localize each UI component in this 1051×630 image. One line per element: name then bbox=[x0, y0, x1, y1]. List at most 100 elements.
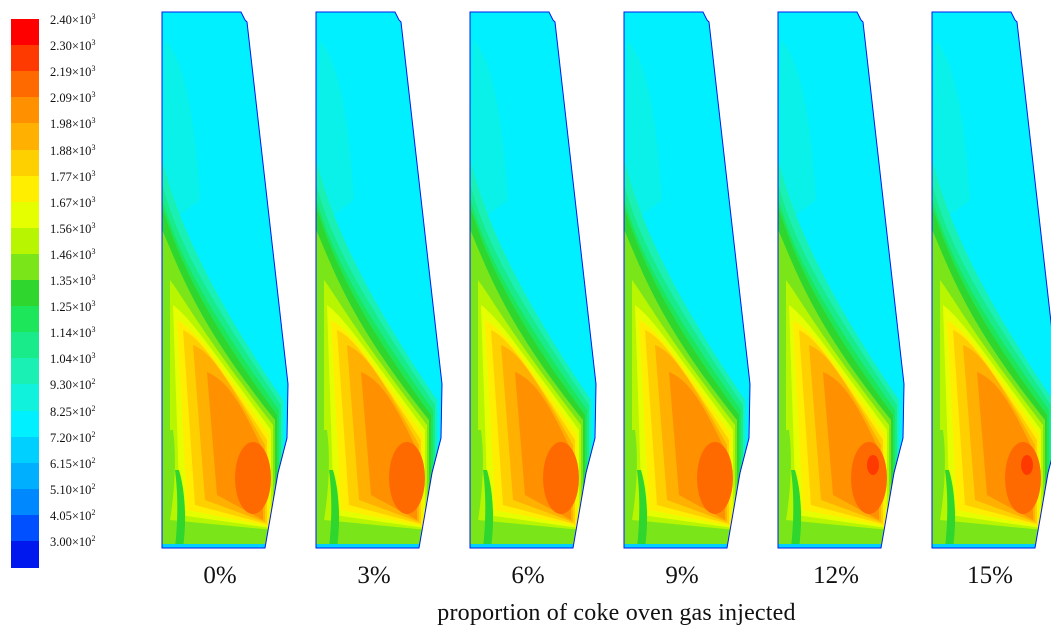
legend-exponent: 2 bbox=[91, 507, 96, 517]
hot-spot bbox=[1021, 455, 1033, 475]
panel-caption: 9% bbox=[665, 562, 699, 589]
legend-swatch bbox=[11, 19, 39, 46]
legend-swatch bbox=[11, 227, 39, 255]
hot-core bbox=[389, 442, 425, 514]
hot-core bbox=[235, 442, 271, 514]
legend-times-ten: ×10 bbox=[71, 13, 92, 27]
legend-times-ten: ×10 bbox=[71, 378, 92, 393]
legend-mantissa: 1.46 bbox=[50, 247, 72, 262]
legend-label: 5.10×102 bbox=[50, 480, 95, 497]
bottom-edge bbox=[932, 544, 1040, 548]
legend-mantissa: 4.05 bbox=[50, 508, 72, 523]
legend-swatch bbox=[11, 436, 39, 464]
legend-label: 3.00×102 bbox=[50, 532, 95, 549]
legend-mantissa: 1.56 bbox=[50, 221, 72, 236]
legend-mantissa: 1.35 bbox=[50, 274, 72, 288]
legend-label: 4.05×102 bbox=[50, 506, 95, 523]
hot-core bbox=[1005, 442, 1041, 514]
field-patch bbox=[932, 40, 970, 230]
legend-exponent: 3 bbox=[91, 116, 96, 126]
legend-swatch bbox=[11, 149, 39, 177]
legend-label: 2.19×103 bbox=[50, 62, 95, 79]
legend-mantissa: 2.19 bbox=[50, 65, 72, 80]
panel-caption: 6% bbox=[511, 562, 545, 589]
legend-mantissa: 1.25 bbox=[50, 300, 72, 315]
legend-times-ten: ×10 bbox=[71, 169, 92, 184]
legend-label: 1.98×103 bbox=[50, 114, 95, 131]
legend-exponent: 2 bbox=[91, 377, 96, 387]
legend-swatch bbox=[11, 488, 39, 516]
legend-mantissa: 6.15 bbox=[50, 456, 72, 471]
legend-mantissa: 1.04 bbox=[50, 352, 72, 367]
legend-label: 1.88×103 bbox=[50, 141, 95, 158]
legend-label: 2.40×103 bbox=[50, 10, 95, 27]
panel-outline bbox=[161, 11, 289, 549]
legend-times-ten: ×10 bbox=[71, 91, 92, 106]
legend-exponent: 3 bbox=[91, 90, 96, 100]
bottom-edge bbox=[778, 544, 886, 548]
legend-label: 8.25×102 bbox=[50, 402, 95, 419]
bottom-edge bbox=[162, 544, 270, 548]
contour-panel bbox=[162, 12, 288, 548]
panel-outline bbox=[777, 11, 905, 549]
legend-mantissa: 1.88 bbox=[50, 143, 72, 158]
legend-swatch bbox=[11, 201, 39, 229]
contour-panel bbox=[316, 12, 442, 548]
legend-times-ten: ×10 bbox=[71, 430, 92, 445]
legend-swatch bbox=[11, 97, 39, 124]
legend-mantissa: 7.20 bbox=[50, 430, 72, 445]
legend-exponent: 3 bbox=[91, 142, 96, 152]
legend-label: 2.30×103 bbox=[50, 36, 95, 53]
legend-times-ten: ×10 bbox=[71, 535, 92, 549]
contour-tongue bbox=[483, 470, 494, 548]
legend-times-ten: ×10 bbox=[71, 247, 92, 262]
contour-tongue bbox=[778, 430, 791, 548]
legend-exponent: 3 bbox=[91, 325, 96, 335]
legend-times-ten: ×10 bbox=[71, 117, 92, 132]
legend-exponent: 3 bbox=[91, 220, 96, 230]
contour-tongue bbox=[637, 470, 648, 548]
legend-mantissa: 1.67 bbox=[50, 195, 72, 210]
bottom-edge bbox=[470, 544, 578, 548]
panel-caption: 0% bbox=[203, 562, 237, 589]
legend-exponent: 2 bbox=[91, 429, 96, 439]
panel-outline bbox=[469, 11, 597, 549]
legend-times-ten: ×10 bbox=[71, 274, 92, 288]
legend-label: 6.15×102 bbox=[50, 454, 95, 471]
panel-caption: 12% bbox=[813, 562, 859, 589]
legend-label: 1.56×103 bbox=[50, 219, 95, 236]
contour-tongue bbox=[945, 470, 956, 548]
legend-exponent: 3 bbox=[91, 246, 96, 256]
legend-swatch bbox=[11, 175, 39, 203]
legend-label: 9.30×102 bbox=[50, 375, 95, 392]
hot-spot bbox=[867, 455, 879, 475]
contour-tongue bbox=[932, 430, 945, 548]
field-patch bbox=[624, 40, 662, 230]
legend-exponent: 3 bbox=[91, 168, 96, 178]
legend-exponent: 3 bbox=[91, 194, 96, 204]
legend-swatch bbox=[11, 71, 39, 98]
legend-label: 2.09×103 bbox=[50, 88, 95, 105]
legend-times-ten: ×10 bbox=[71, 404, 92, 419]
legend-swatch bbox=[11, 123, 39, 151]
hot-core bbox=[543, 442, 579, 514]
legend-times-ten: ×10 bbox=[71, 195, 92, 210]
contour-tongue bbox=[316, 430, 329, 548]
legend-times-ten: ×10 bbox=[71, 326, 92, 341]
field-patch bbox=[470, 40, 508, 230]
legend-swatch bbox=[11, 358, 39, 385]
legend-label: 1.14×103 bbox=[50, 323, 95, 340]
legend-label: 1.25×103 bbox=[50, 297, 95, 314]
legend-swatch bbox=[11, 45, 39, 72]
contour-tongue bbox=[791, 470, 802, 548]
legend-swatch bbox=[11, 462, 39, 490]
legend-mantissa: 9.30 bbox=[50, 378, 72, 393]
bottom-edge bbox=[624, 544, 732, 548]
legend-times-ten: ×10 bbox=[71, 39, 92, 54]
panel-outline bbox=[623, 11, 751, 549]
legend-swatch bbox=[11, 332, 39, 359]
contour-tongue bbox=[329, 470, 340, 548]
legend-label: 1.04×103 bbox=[50, 349, 95, 366]
legend-exponent: 3 bbox=[91, 351, 96, 361]
legend-swatch bbox=[11, 384, 39, 412]
